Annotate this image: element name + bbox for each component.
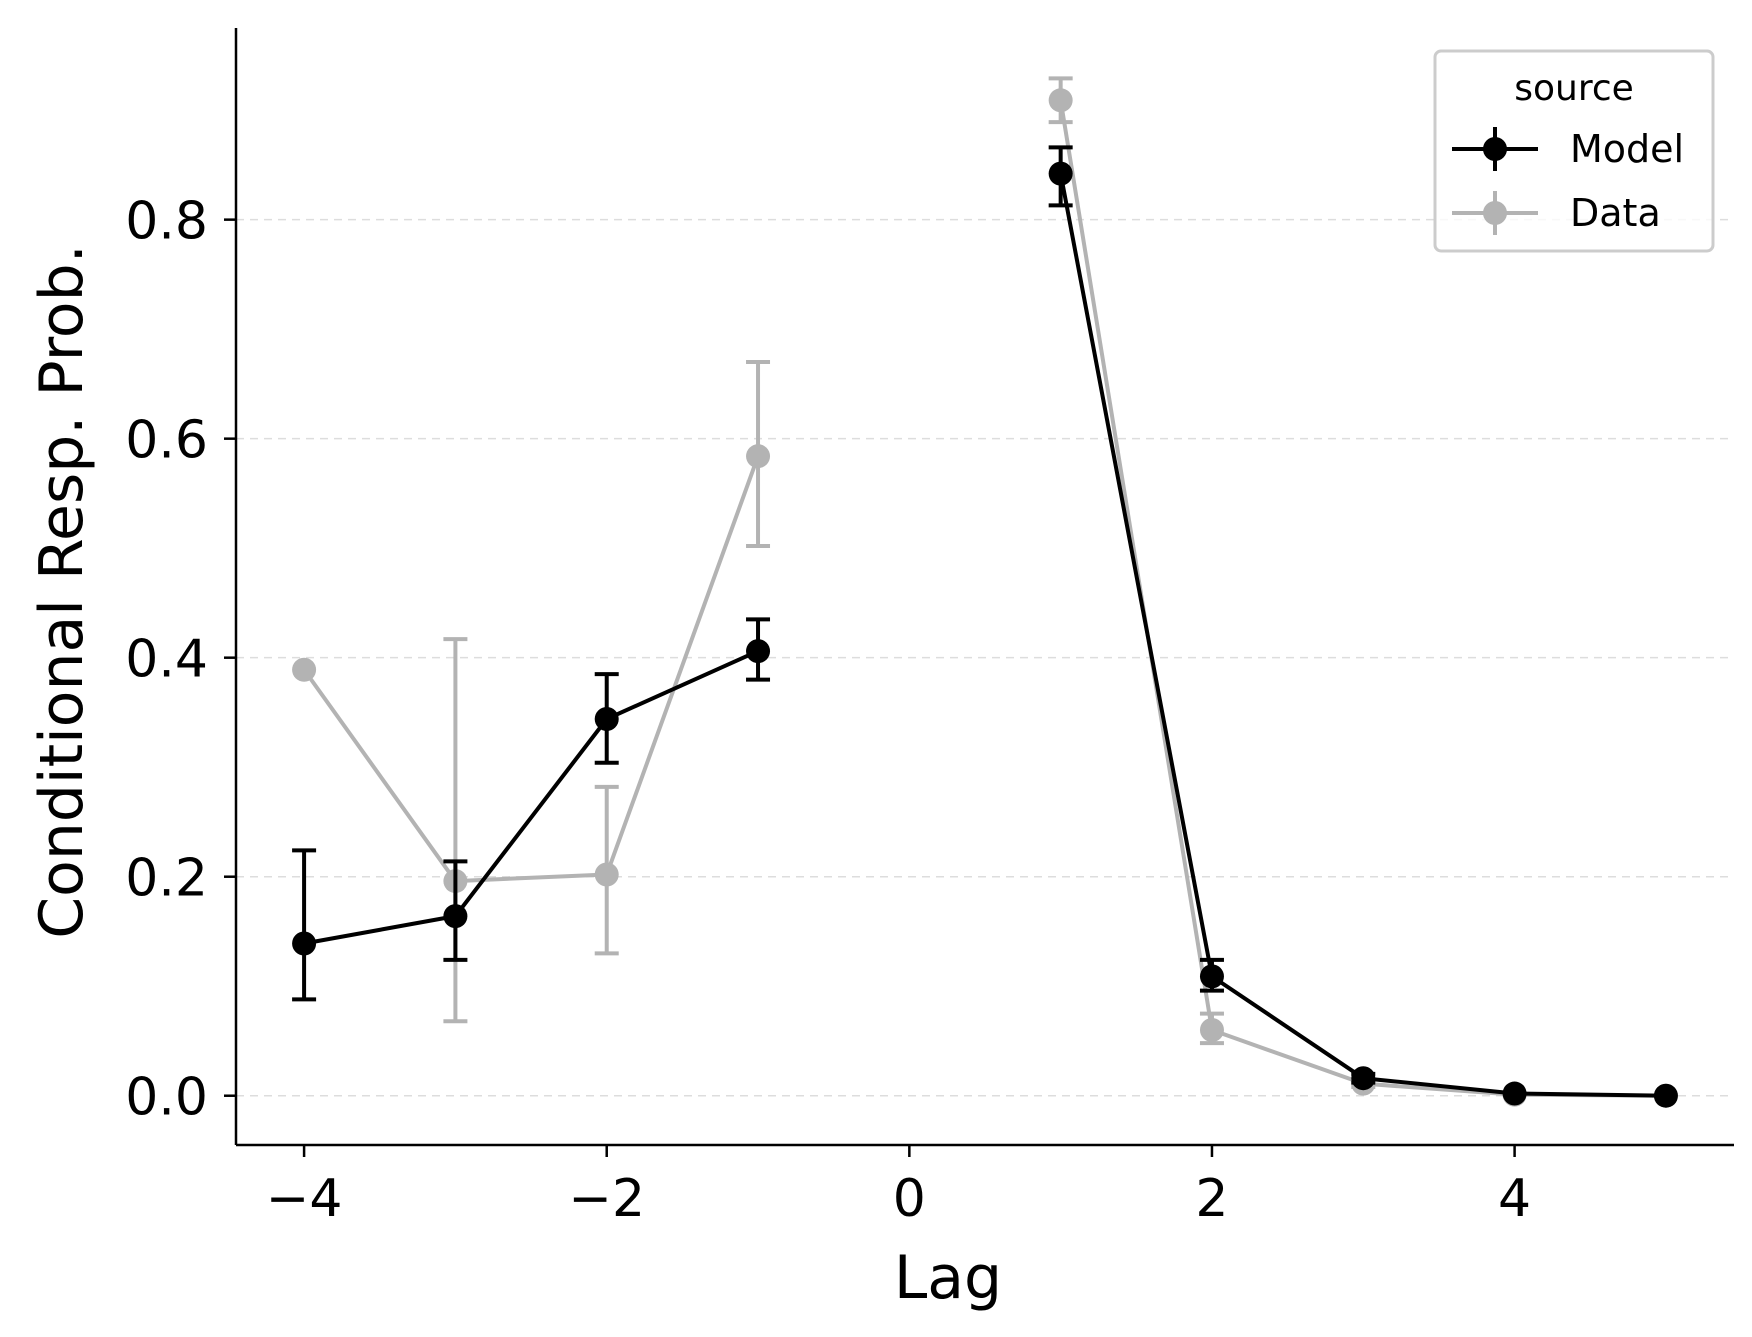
y-tick-label: 0.0 (125, 1068, 208, 1128)
model-line (303, 649, 759, 946)
x-axis-label: Lag (894, 1243, 1002, 1313)
y-axis-label: Conditional Resp. Prob. (27, 244, 97, 939)
model-point (1048, 161, 1073, 186)
data-point (1048, 88, 1073, 113)
legend: source Model Data (1433, 49, 1715, 253)
model-point (746, 639, 771, 664)
x-tick-label: −4 (266, 1169, 343, 1229)
tick-labels: −4 −2 0 2 4 0.0 0.2 0.4 0.6 0.8 (125, 192, 1531, 1229)
data-line (302, 455, 760, 884)
x-tick-label: 2 (1195, 1169, 1228, 1229)
model-point (292, 931, 317, 956)
legend-data-marker (1483, 201, 1507, 225)
model-point (594, 707, 619, 732)
data-point (1199, 1018, 1224, 1043)
legend-model-label: Model (1570, 127, 1684, 171)
series-model (292, 145, 1678, 1108)
legend-data-label: Data (1570, 191, 1661, 235)
y-tick-label: 0.6 (125, 411, 208, 471)
model-point (1351, 1066, 1376, 1091)
series-layer (292, 76, 1678, 1108)
model-point (1199, 964, 1224, 989)
x-tick-label: 0 (893, 1169, 926, 1229)
model-point (1653, 1083, 1678, 1108)
y-tick-label: 0.8 (125, 192, 208, 252)
data-point (746, 444, 771, 469)
data-point (594, 862, 619, 887)
x-tick-label: 4 (1498, 1169, 1531, 1229)
legend-title: source (1514, 68, 1634, 109)
x-tick-label: −2 (568, 1169, 645, 1229)
y-tick-label: 0.4 (125, 630, 208, 690)
axes (224, 28, 1734, 1157)
model-point (1502, 1081, 1527, 1106)
y-tick-label: 0.2 (125, 849, 208, 909)
data-point (292, 657, 317, 682)
legend-frame (1433, 49, 1715, 253)
legend-model-marker (1483, 137, 1507, 161)
model-point (443, 904, 468, 929)
